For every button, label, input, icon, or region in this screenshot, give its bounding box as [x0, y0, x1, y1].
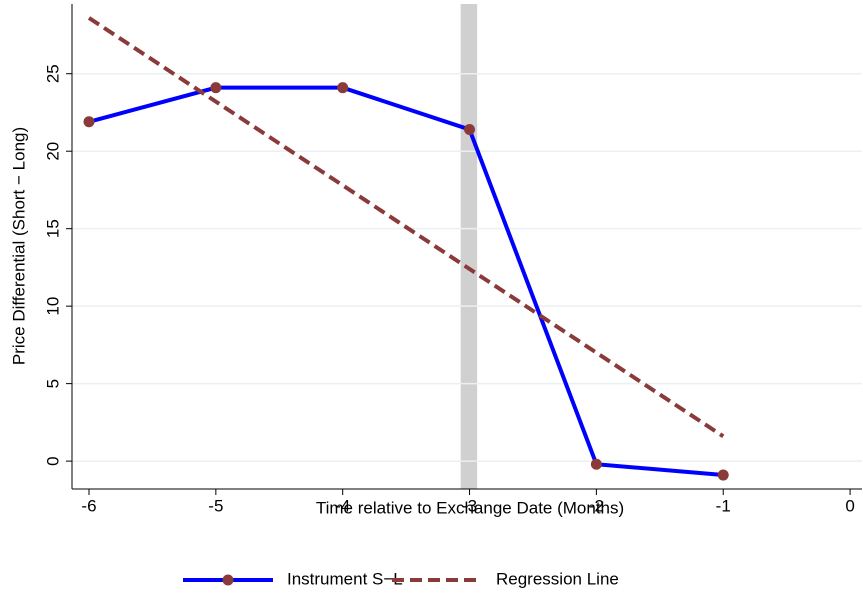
legend-label: Regression Line — [496, 569, 619, 588]
y-tick-label: 10 — [43, 297, 62, 316]
series-line — [87, 16, 725, 438]
highlight-band — [460, 4, 478, 489]
x-axis-label: Time relative to Exchange Date (Months) — [316, 498, 624, 517]
y-tick-label: 15 — [43, 219, 62, 238]
point — [337, 82, 349, 94]
x-tick-label: -6 — [81, 496, 96, 515]
x-tick-label: 0 — [845, 496, 854, 515]
legend-marker — [222, 574, 234, 586]
x-tick-label: -3 — [462, 496, 477, 515]
y-tick-label: 0 — [43, 456, 62, 465]
point — [717, 469, 729, 481]
y-tick-label: 25 — [43, 64, 62, 83]
point — [590, 458, 602, 470]
y-tick-label: 5 — [43, 379, 62, 388]
point — [210, 82, 222, 94]
legend-label: Instrument S−L — [287, 569, 403, 588]
x-tick-label: -2 — [589, 496, 604, 515]
x-tick-label: -5 — [208, 496, 223, 515]
y-axis-label: Price Differential (Short − Long) — [9, 127, 28, 365]
series-line — [88, 85, 724, 478]
point — [83, 116, 95, 128]
y-tick-label: 20 — [43, 142, 62, 161]
x-tick-label: -4 — [335, 496, 350, 515]
x-tick-label: -1 — [716, 496, 731, 515]
point — [464, 124, 476, 136]
